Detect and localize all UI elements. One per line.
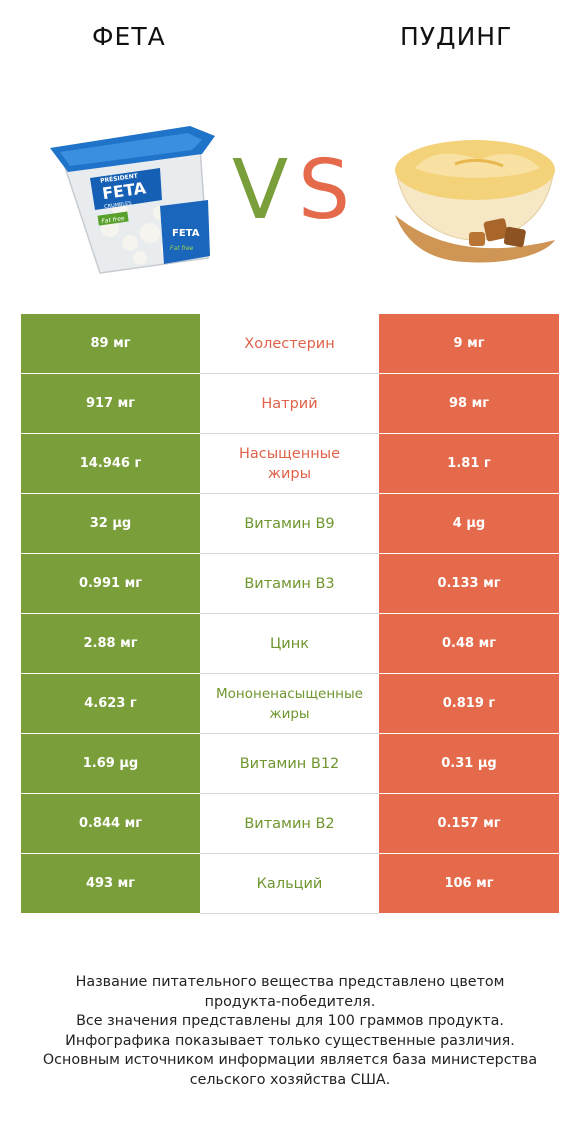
table-row: 32 µg Витамин B9 4 µg xyxy=(21,494,559,554)
right-value: 0.157 мг xyxy=(379,794,559,853)
row-divider xyxy=(200,493,379,494)
vs-logo: V S xyxy=(232,140,364,230)
right-value: 1.81 г xyxy=(379,434,559,493)
left-value: 4.623 г xyxy=(21,674,200,733)
footer-notes: Название питательного вещества представл… xyxy=(20,973,560,1090)
feta-product-image: FETA PRÉSIDENT CRUMBLES FETA Fat free Fa… xyxy=(50,126,215,274)
left-value: 14.946 г xyxy=(21,434,200,493)
nutrient-label: Мононенасыщенные жиры xyxy=(200,674,379,733)
left-product-title: ФЕТА xyxy=(92,22,166,51)
row-divider xyxy=(200,553,379,554)
left-value: 2.88 мг xyxy=(21,614,200,673)
row-divider xyxy=(200,733,379,734)
table-row: 0.844 мг Витамин B2 0.157 мг xyxy=(21,794,559,854)
table-row: 917 мг Натрий 98 мг xyxy=(21,374,559,434)
table-row: 14.946 г Насыщенные жиры 1.81 г xyxy=(21,434,559,494)
table-row: 4.623 г Мононенасыщенные жиры 0.819 г xyxy=(21,674,559,734)
feta-side-logo: FETA xyxy=(172,228,200,239)
left-value: 32 µg xyxy=(21,494,200,553)
feta-side-badge: Fat free xyxy=(170,245,194,252)
left-value: 0.844 мг xyxy=(21,794,200,853)
feta-badge-text: Fat free xyxy=(101,215,125,225)
feta-crumbles-text: CRUMBLES xyxy=(104,200,132,210)
footer-line: Инфографика показывает только существенн… xyxy=(65,1032,515,1049)
table-row: 0.991 мг Витамин B3 0.133 мг xyxy=(21,554,559,614)
footer-line: продукта-победителя. xyxy=(204,993,376,1010)
table-row: 1.69 µg Витамин B12 0.31 µg xyxy=(21,734,559,794)
table-row: 493 мг Кальций 106 мг xyxy=(21,854,559,914)
nutrient-label: Витамин B2 xyxy=(200,794,379,853)
right-value: 0.31 µg xyxy=(379,734,559,793)
footer-line: Основным источником информации является … xyxy=(42,1052,538,1068)
nutrient-label: Натрий xyxy=(200,374,379,433)
nutrient-label: Цинк xyxy=(200,614,379,673)
table-row: 2.88 мг Цинк 0.48 мг xyxy=(21,614,559,674)
nutrient-label: Витамин B3 xyxy=(200,554,379,613)
right-product-title: ПУДИНГ xyxy=(400,22,513,51)
right-value: 0.133 мг xyxy=(379,554,559,613)
comparison-table: 89 мг Холестерин 9 мг 917 мг Натрий 98 м… xyxy=(21,314,559,914)
nutrient-label: Кальций xyxy=(200,854,379,913)
left-value: 917 мг xyxy=(21,374,200,433)
nutrient-label: Витамин B9 xyxy=(200,494,379,553)
row-divider xyxy=(200,433,379,434)
row-divider xyxy=(200,853,379,854)
left-value: 1.69 µg xyxy=(21,734,200,793)
right-value: 106 мг xyxy=(379,854,559,913)
right-value: 0.819 г xyxy=(379,674,559,733)
right-value: 9 мг xyxy=(379,314,559,373)
row-divider xyxy=(200,793,379,794)
left-value: 89 мг xyxy=(21,314,200,373)
nutrient-label: Насыщенные жиры xyxy=(200,434,379,493)
row-divider xyxy=(200,673,379,674)
right-value: 0.48 мг xyxy=(379,614,559,673)
table-row: 89 мг Холестерин 9 мг xyxy=(21,314,559,374)
right-value: 4 µg xyxy=(379,494,559,553)
footer-line: Все значения представлены для 100 граммо… xyxy=(76,1013,504,1029)
footer-line: сельского хозяйства США. xyxy=(189,1071,391,1088)
right-value: 98 мг xyxy=(379,374,559,433)
row-divider xyxy=(200,373,379,374)
nutrient-label: Холестерин xyxy=(200,314,379,373)
vs-letter-s: S xyxy=(298,143,350,230)
footer-line: Название питательного вещества представл… xyxy=(75,974,505,990)
row-divider xyxy=(200,913,379,914)
nutrient-label: Витамин B12 xyxy=(200,734,379,793)
row-divider xyxy=(200,613,379,614)
left-value: 493 мг xyxy=(21,854,200,913)
vs-letter-v: V xyxy=(232,143,288,230)
left-value: 0.991 мг xyxy=(21,554,200,613)
pudding-product-image xyxy=(395,140,555,263)
